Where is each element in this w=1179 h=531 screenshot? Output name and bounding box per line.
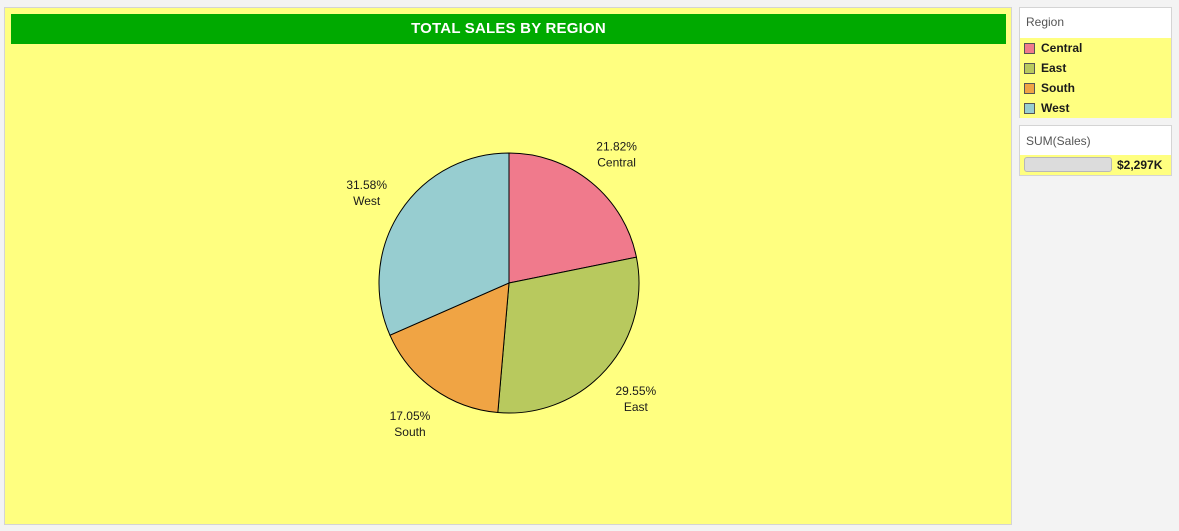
pie-category-label-east: East [624, 400, 649, 414]
pie-category-label-central: Central [597, 155, 636, 169]
legend-label-west: West [1041, 101, 1070, 115]
size-legend-row: $2,297K [1020, 155, 1171, 175]
legend-swatch-central [1024, 42, 1035, 54]
legend-item-south[interactable]: South [1020, 78, 1171, 98]
pie-category-label-west: West [353, 194, 381, 208]
pie-value-label-east: 29.55% [615, 384, 656, 398]
pie-slice-west[interactable] [378, 152, 510, 336]
legend-label-south: South [1041, 81, 1075, 95]
size-legend-title: SUM(Sales) [1026, 134, 1091, 148]
legend-swatch-west [1024, 102, 1035, 114]
pie-slice-central[interactable] [508, 152, 638, 284]
legend-item-west[interactable]: West [1020, 98, 1171, 118]
pie-chart: 21.82% Central 29.55% East 17.05% South 31.58%… [346, 139, 656, 439]
legend-label-east: East [1041, 61, 1067, 75]
size-legend-bar [1024, 157, 1112, 172]
pie-slice-south[interactable] [389, 282, 510, 414]
pie-value-label-central: 21.82% [596, 139, 637, 153]
legend-items: Central East South West [1020, 38, 1171, 118]
legend-swatch-east [1024, 62, 1035, 74]
legend-label-central: Central [1041, 41, 1083, 55]
legend-item-central[interactable]: Central [1020, 38, 1171, 58]
pie-value-label-west: 31.58% [346, 178, 387, 192]
pie-slice-east[interactable] [497, 256, 640, 414]
size-legend: SUM(Sales) $2,297K [1019, 125, 1172, 176]
legend-title: Region [1026, 15, 1065, 29]
pie-category-label-south: South [394, 425, 425, 439]
pie-value-label-south: 17.05% [390, 409, 431, 423]
legend-item-east[interactable]: East [1020, 58, 1171, 78]
size-legend-value: $2,297K [1117, 158, 1163, 172]
chart-title: TOTAL SALES BY REGION [11, 14, 1006, 44]
legend-swatch-south [1024, 82, 1035, 94]
chart-panel: TOTAL SALES BY REGION 21.82% Central 29.55… [4, 7, 1012, 525]
region-legend: Region Central East South West [1019, 7, 1172, 118]
